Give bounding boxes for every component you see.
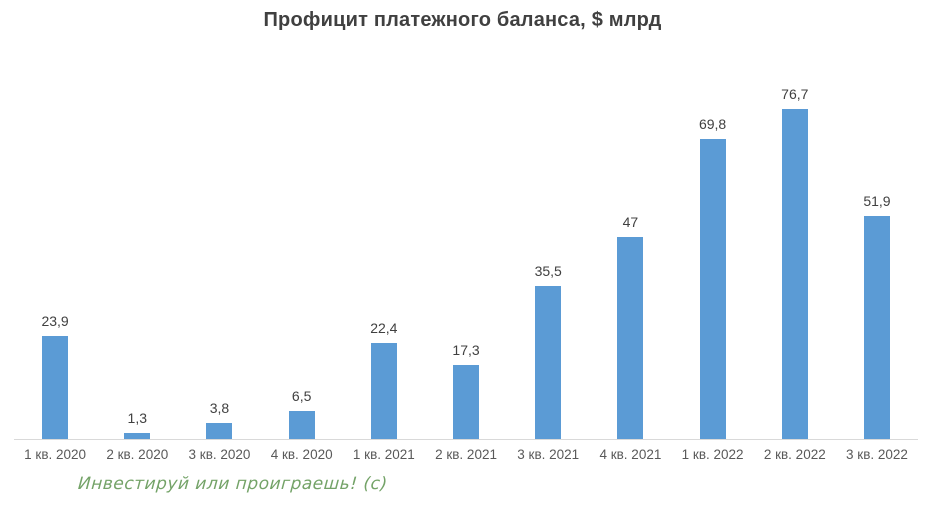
bar-data-label: 76,7 (781, 86, 809, 102)
bar (370, 342, 397, 439)
bar-data-label: 17,3 (452, 341, 480, 358)
bar (288, 411, 315, 439)
bar (42, 336, 69, 439)
bar (453, 364, 480, 439)
watermark: Инвестируй или проиграешь! (с) (77, 474, 389, 494)
x-axis-tick-label: 1 кв. 2020 (24, 447, 87, 462)
x-axis-tick-label: 1 кв. 2021 (352, 447, 415, 462)
bar-column: 3,8 (178, 70, 260, 439)
bar (699, 138, 726, 439)
bar (535, 286, 562, 439)
bar-column: 6,5 (261, 70, 343, 439)
bar-data-label: 51,9 (863, 192, 891, 209)
bar (124, 433, 151, 439)
x-axis-tick-label: 2 кв. 2021 (435, 447, 497, 462)
x-axis-tick-label: 3 кв. 2021 (517, 447, 580, 462)
bar (781, 109, 808, 439)
x-axis-tick-label: 3 кв. 2022 (846, 447, 908, 462)
bar-column: 69,8 (672, 70, 754, 439)
x-axis-tick-label: 3 кв. 2020 (188, 447, 251, 462)
bar-data-label: 35,5 (534, 263, 562, 280)
x-axis-tick-label: 1 кв. 2022 (681, 447, 744, 462)
bar-data-label: 22,4 (370, 319, 398, 336)
bar-column: 17,3 (425, 70, 507, 439)
bar-column: 1,3 (96, 70, 178, 439)
bar-column: 51,9 (836, 70, 918, 439)
bar-column: 47 (589, 70, 671, 439)
bar-column: 35,5 (507, 70, 589, 439)
bar-data-label: 1,3 (127, 410, 148, 427)
bar-data-label: 69,8 (698, 115, 727, 132)
x-axis-tick-label: 4 кв. 2020 (270, 447, 333, 462)
bar-data-label: 47 (622, 213, 639, 230)
bar (206, 422, 233, 439)
plot-area: 23,9 1,3 3,8 6,5 22,4 17,3 35,5 47 69,8 76,7 51,9 (14, 70, 918, 440)
bar-data-label: 6,5 (291, 388, 312, 404)
bar-column: 76,7 (754, 70, 836, 439)
bar-column: 23,9 (14, 70, 96, 439)
bar-data-label: 3,8 (209, 399, 230, 416)
chart-title: Профицит платежного баланса, $ млрд (263, 9, 662, 31)
bar (617, 236, 644, 439)
x-axis-tick-label: 4 кв. 2021 (599, 447, 662, 462)
bar-column: 22,4 (343, 70, 425, 439)
bar-data-label: 23,9 (41, 313, 69, 330)
x-axis-tick-label: 2 кв. 2022 (763, 447, 826, 462)
x-axis-labels: 1 кв. 2020 2 кв. 2020 3 кв. 2020 4 кв. 2020… (14, 447, 918, 462)
bar (863, 215, 890, 439)
x-axis-tick-label: 2 кв. 2020 (106, 447, 169, 462)
